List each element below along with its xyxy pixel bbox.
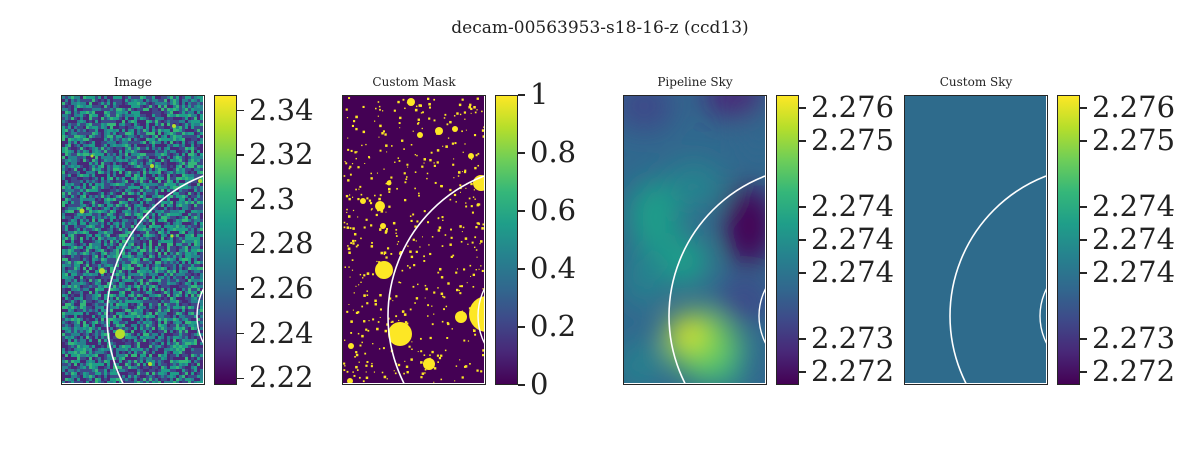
panel-image-svg [62,96,203,383]
colorbar-tick-label: 2.3 [249,181,296,216]
colorbar-tick [237,243,244,246]
colorbar-tick [799,371,806,373]
figure-title: decam-00563953-s18-16-z (ccd13) [451,18,749,38]
colorbar [495,95,518,385]
panel-image [623,95,767,385]
colorbar-tick [799,140,806,142]
colorbar-tick [799,107,806,109]
colorbar-tick-label: 2.274 [1092,254,1176,289]
colorbar-tick [799,338,806,340]
colorbar-tick [518,384,525,386]
colorbar-tick-label: 2.274 [811,254,895,289]
colorbar-tick-label: 2.275 [811,123,895,158]
colorbar-tick-label: 0 [530,367,549,401]
colorbar [1057,95,1080,385]
colorbar-tick [237,377,244,380]
colorbar-tick [237,109,244,112]
colorbar-tick-label: 0.8 [530,135,577,169]
colorbar-tick-label: 2.275 [1092,123,1176,158]
colorbar-tick [518,94,525,96]
sky-blobs [624,96,765,383]
colorbar-tick [799,206,806,208]
colorbar-tick-label: 2.276 [811,90,895,125]
colorbar-tick-label: 2.273 [1092,320,1176,355]
colorbar-tick [1080,371,1087,373]
colorbar-tick-label: 2.274 [1092,222,1176,256]
bright-sources [79,124,202,366]
colorbar-tick [518,326,525,328]
ring-2 [758,288,765,344]
colorbar-tick [1080,107,1087,109]
colorbar-tick-label: 2.273 [811,320,895,355]
colorbar-tick-label: 2.34 [249,92,314,127]
colorbar-tick-label: 2.276 [1092,90,1176,125]
colorbar [776,95,799,385]
ring-1 [387,175,484,383]
panel-image [61,95,205,385]
colorbar [214,95,237,385]
panel-title: Custom Sky [939,75,1013,89]
ring-1 [106,175,203,383]
ring-1 [949,175,1046,383]
colorbar-tick-label: 1 [530,77,549,111]
colorbar-tick [799,239,806,241]
panel-image-svg [905,96,1046,383]
colorbar-tick [1080,206,1087,208]
colorbar-tick [518,152,525,154]
colorbar-tick-label: 2.274 [811,222,895,256]
panel-image-svg [624,96,765,383]
ring-2 [477,288,484,344]
colorbar-tick-label: 2.32 [249,137,314,172]
ring-2 [196,288,203,344]
colorbar-tick [1080,239,1087,241]
colorbar-tick [237,288,244,290]
colorbar-tick-label: 2.24 [249,315,314,350]
panel-image-svg [343,96,484,383]
colorbar-tick [518,210,525,212]
colorbar-tick [1080,338,1087,340]
colorbar-tick [237,199,244,201]
colorbar-tick-label: 2.272 [1092,353,1176,388]
colorbar-tick [1080,272,1087,274]
panel-image [904,95,1048,385]
custom-sky-fill [905,96,1046,383]
colorbar-tick-label: 2.22 [249,360,314,395]
colorbar-tick [1080,140,1087,142]
colorbar-tick-label: 0.2 [530,309,577,343]
panel-title: Image [113,75,153,89]
mask-specks [343,97,484,383]
panel-title: Custom Mask [372,75,456,89]
colorbar-tick-label: 2.28 [249,226,314,261]
panel-title: Pipeline Sky [657,75,733,89]
colorbar-tick-label: 0.6 [530,193,577,227]
ring-1 [668,175,765,383]
colorbar-tick-label: 0.4 [530,251,577,285]
panel-image [342,95,486,385]
colorbar-tick [518,268,525,270]
colorbar-tick-label: 2.274 [1092,189,1176,224]
ring-2 [1039,288,1046,344]
colorbar-tick [237,332,244,335]
colorbar-tick [799,272,806,274]
colorbar-tick-label: 2.274 [811,189,895,224]
colorbar-tick-label: 2.26 [249,271,314,306]
colorbar-tick [237,154,244,156]
colorbar-tick-label: 2.272 [811,353,895,388]
noise-pixels [62,96,203,383]
